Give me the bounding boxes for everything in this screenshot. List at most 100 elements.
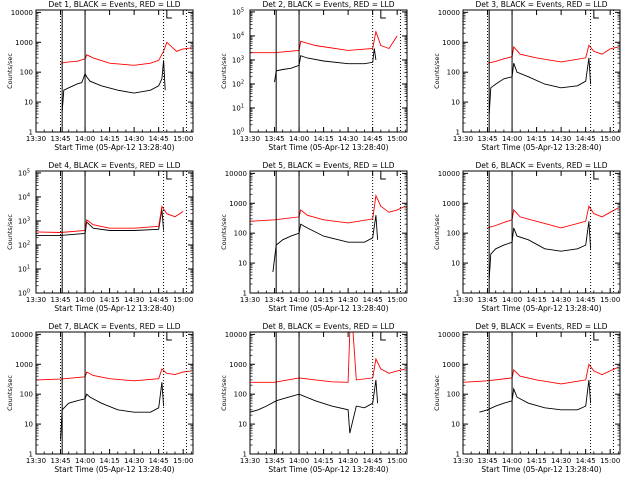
chart-title: Det 9, BLACK = Events, RED = LLD	[475, 322, 607, 331]
y-tick-label: 10	[238, 260, 247, 268]
y-tick-label: 100	[234, 391, 247, 399]
x-tick-label: 14:45	[576, 135, 596, 143]
lld-series-line	[36, 207, 183, 233]
chart-panel-8: Det 8, BLACK = Events, RED = LLD13:3013:…	[220, 322, 407, 474]
y-tick-label: 10000	[11, 9, 33, 17]
y-tick-label: 101	[18, 264, 30, 273]
x-tick-label: 14:15	[527, 296, 547, 304]
y-tick-label: 10	[451, 260, 460, 268]
events-series-line	[489, 58, 590, 114]
x-axis-label: Start Time (05-Apr-12 13:28:40)	[481, 304, 601, 313]
x-tick-label: 15:00	[600, 457, 620, 465]
x-tick-label: 14:00	[289, 296, 309, 304]
x-tick-label: 15:00	[387, 135, 407, 143]
events-series-line	[62, 60, 165, 111]
x-tick-label: 14:15	[100, 296, 120, 304]
y-tick-label: 1	[456, 129, 460, 137]
chart-title: Det 6, BLACK = Events, RED = LLD	[475, 161, 607, 170]
y-tick-label: 100	[234, 230, 247, 238]
y-tick-label: 103	[18, 216, 30, 225]
x-tick-label: 14:45	[149, 296, 169, 304]
x-axis-label: Start Time (05-Apr-12 13:28:40)	[268, 143, 388, 152]
x-tick-label: 13:45	[50, 457, 70, 465]
y-tick-label: 100	[20, 391, 33, 399]
plot-frame	[250, 171, 407, 293]
y-tick-label: 100	[20, 69, 33, 77]
x-tick-label: 14:00	[502, 457, 522, 465]
lld-series-line	[463, 364, 618, 384]
x-tick-label: 13:45	[477, 135, 497, 143]
x-tick-label: 14:30	[124, 135, 144, 143]
lld-series-line	[36, 369, 191, 381]
chart-panel-1: Det 1, BLACK = Events, RED = LLD13:3013:…	[6, 0, 193, 152]
plot-frame	[250, 332, 407, 454]
events-series-line	[250, 380, 378, 433]
y-tick-label: 1	[29, 129, 33, 137]
x-tick-label: 13:45	[477, 296, 497, 304]
bracket-marker	[167, 10, 172, 18]
y-tick-label: 1000	[442, 39, 460, 47]
x-tick-label: 14:30	[338, 135, 358, 143]
y-tick-label: 100	[447, 391, 460, 399]
events-series-line	[275, 49, 376, 83]
x-tick-label: 14:45	[149, 457, 169, 465]
events-series-line	[479, 380, 590, 412]
y-tick-label: 102	[18, 240, 30, 249]
lld-series-line	[488, 45, 619, 63]
y-tick-label: 10000	[438, 170, 460, 178]
plot-frame	[36, 10, 193, 132]
x-tick-label: 14:30	[551, 457, 571, 465]
y-axis-label: Counts/sec	[6, 375, 14, 411]
y-tick-label: 1	[456, 290, 460, 298]
y-tick-label: 1	[456, 451, 460, 459]
chart-panel-5: Det 5, BLACK = Events, RED = LLD13:3013:…	[220, 161, 407, 313]
y-tick-label: 10000	[438, 331, 460, 339]
x-tick-label: 15:00	[173, 457, 193, 465]
x-tick-label: 14:15	[314, 457, 334, 465]
y-tick-label: 100	[447, 69, 460, 77]
x-tick-label: 14:45	[149, 135, 169, 143]
bracket-marker	[594, 332, 599, 340]
x-tick-label: 14:30	[551, 296, 571, 304]
plot-frame	[463, 332, 620, 454]
lld-series-line	[250, 196, 405, 223]
chart-title: Det 7, BLACK = Events, RED = LLD	[48, 322, 180, 331]
chart-title: Det 1, BLACK = Events, RED = LLD	[48, 0, 180, 9]
lld-series-line	[488, 206, 619, 228]
plot-frame	[463, 171, 620, 293]
bracket-marker	[381, 171, 386, 179]
y-tick-label: 10	[451, 421, 460, 429]
y-axis-label: Counts/sec	[6, 214, 14, 250]
y-axis-label: Counts/sec	[433, 214, 441, 250]
x-tick-label: 14:15	[527, 135, 547, 143]
x-tick-label: 14:30	[124, 457, 144, 465]
x-tick-label: 13:30	[240, 135, 260, 143]
x-tick-label: 14:00	[502, 296, 522, 304]
y-tick-label: 105	[232, 7, 244, 16]
x-tick-label: 14:15	[314, 296, 334, 304]
x-axis-label: Start Time (05-Apr-12 13:28:40)	[54, 143, 174, 152]
x-tick-label: 14:15	[527, 457, 547, 465]
bracket-marker	[594, 171, 599, 179]
x-axis-label: Start Time (05-Apr-12 13:28:40)	[54, 465, 174, 474]
y-axis-label: Counts/sec	[220, 375, 228, 411]
chart-panel-3: Det 3, BLACK = Events, RED = LLD13:3013:…	[433, 0, 620, 152]
x-tick-label: 14:30	[338, 296, 358, 304]
y-tick-label: 10	[451, 99, 460, 107]
x-tick-label: 13:45	[264, 135, 284, 143]
x-tick-label: 14:30	[338, 457, 358, 465]
bracket-marker	[381, 10, 386, 18]
x-axis-label: Start Time (05-Apr-12 13:28:40)	[268, 304, 388, 313]
chart-title: Det 5, BLACK = Events, RED = LLD	[262, 161, 394, 170]
x-tick-label: 14:15	[100, 457, 120, 465]
y-tick-label: 100	[447, 230, 460, 238]
y-axis-label: Counts/sec	[433, 375, 441, 411]
x-tick-label: 13:45	[50, 296, 70, 304]
events-series-line	[36, 210, 164, 236]
bracket-marker	[167, 171, 172, 179]
x-tick-label: 14:00	[75, 457, 95, 465]
y-tick-label: 104	[232, 31, 244, 40]
chart-title: Det 4, BLACK = Events, RED = LLD	[48, 161, 180, 170]
chart-panel-7: Det 7, BLACK = Events, RED = LLD13:3013:…	[6, 322, 193, 474]
lld-series-line	[61, 42, 192, 65]
